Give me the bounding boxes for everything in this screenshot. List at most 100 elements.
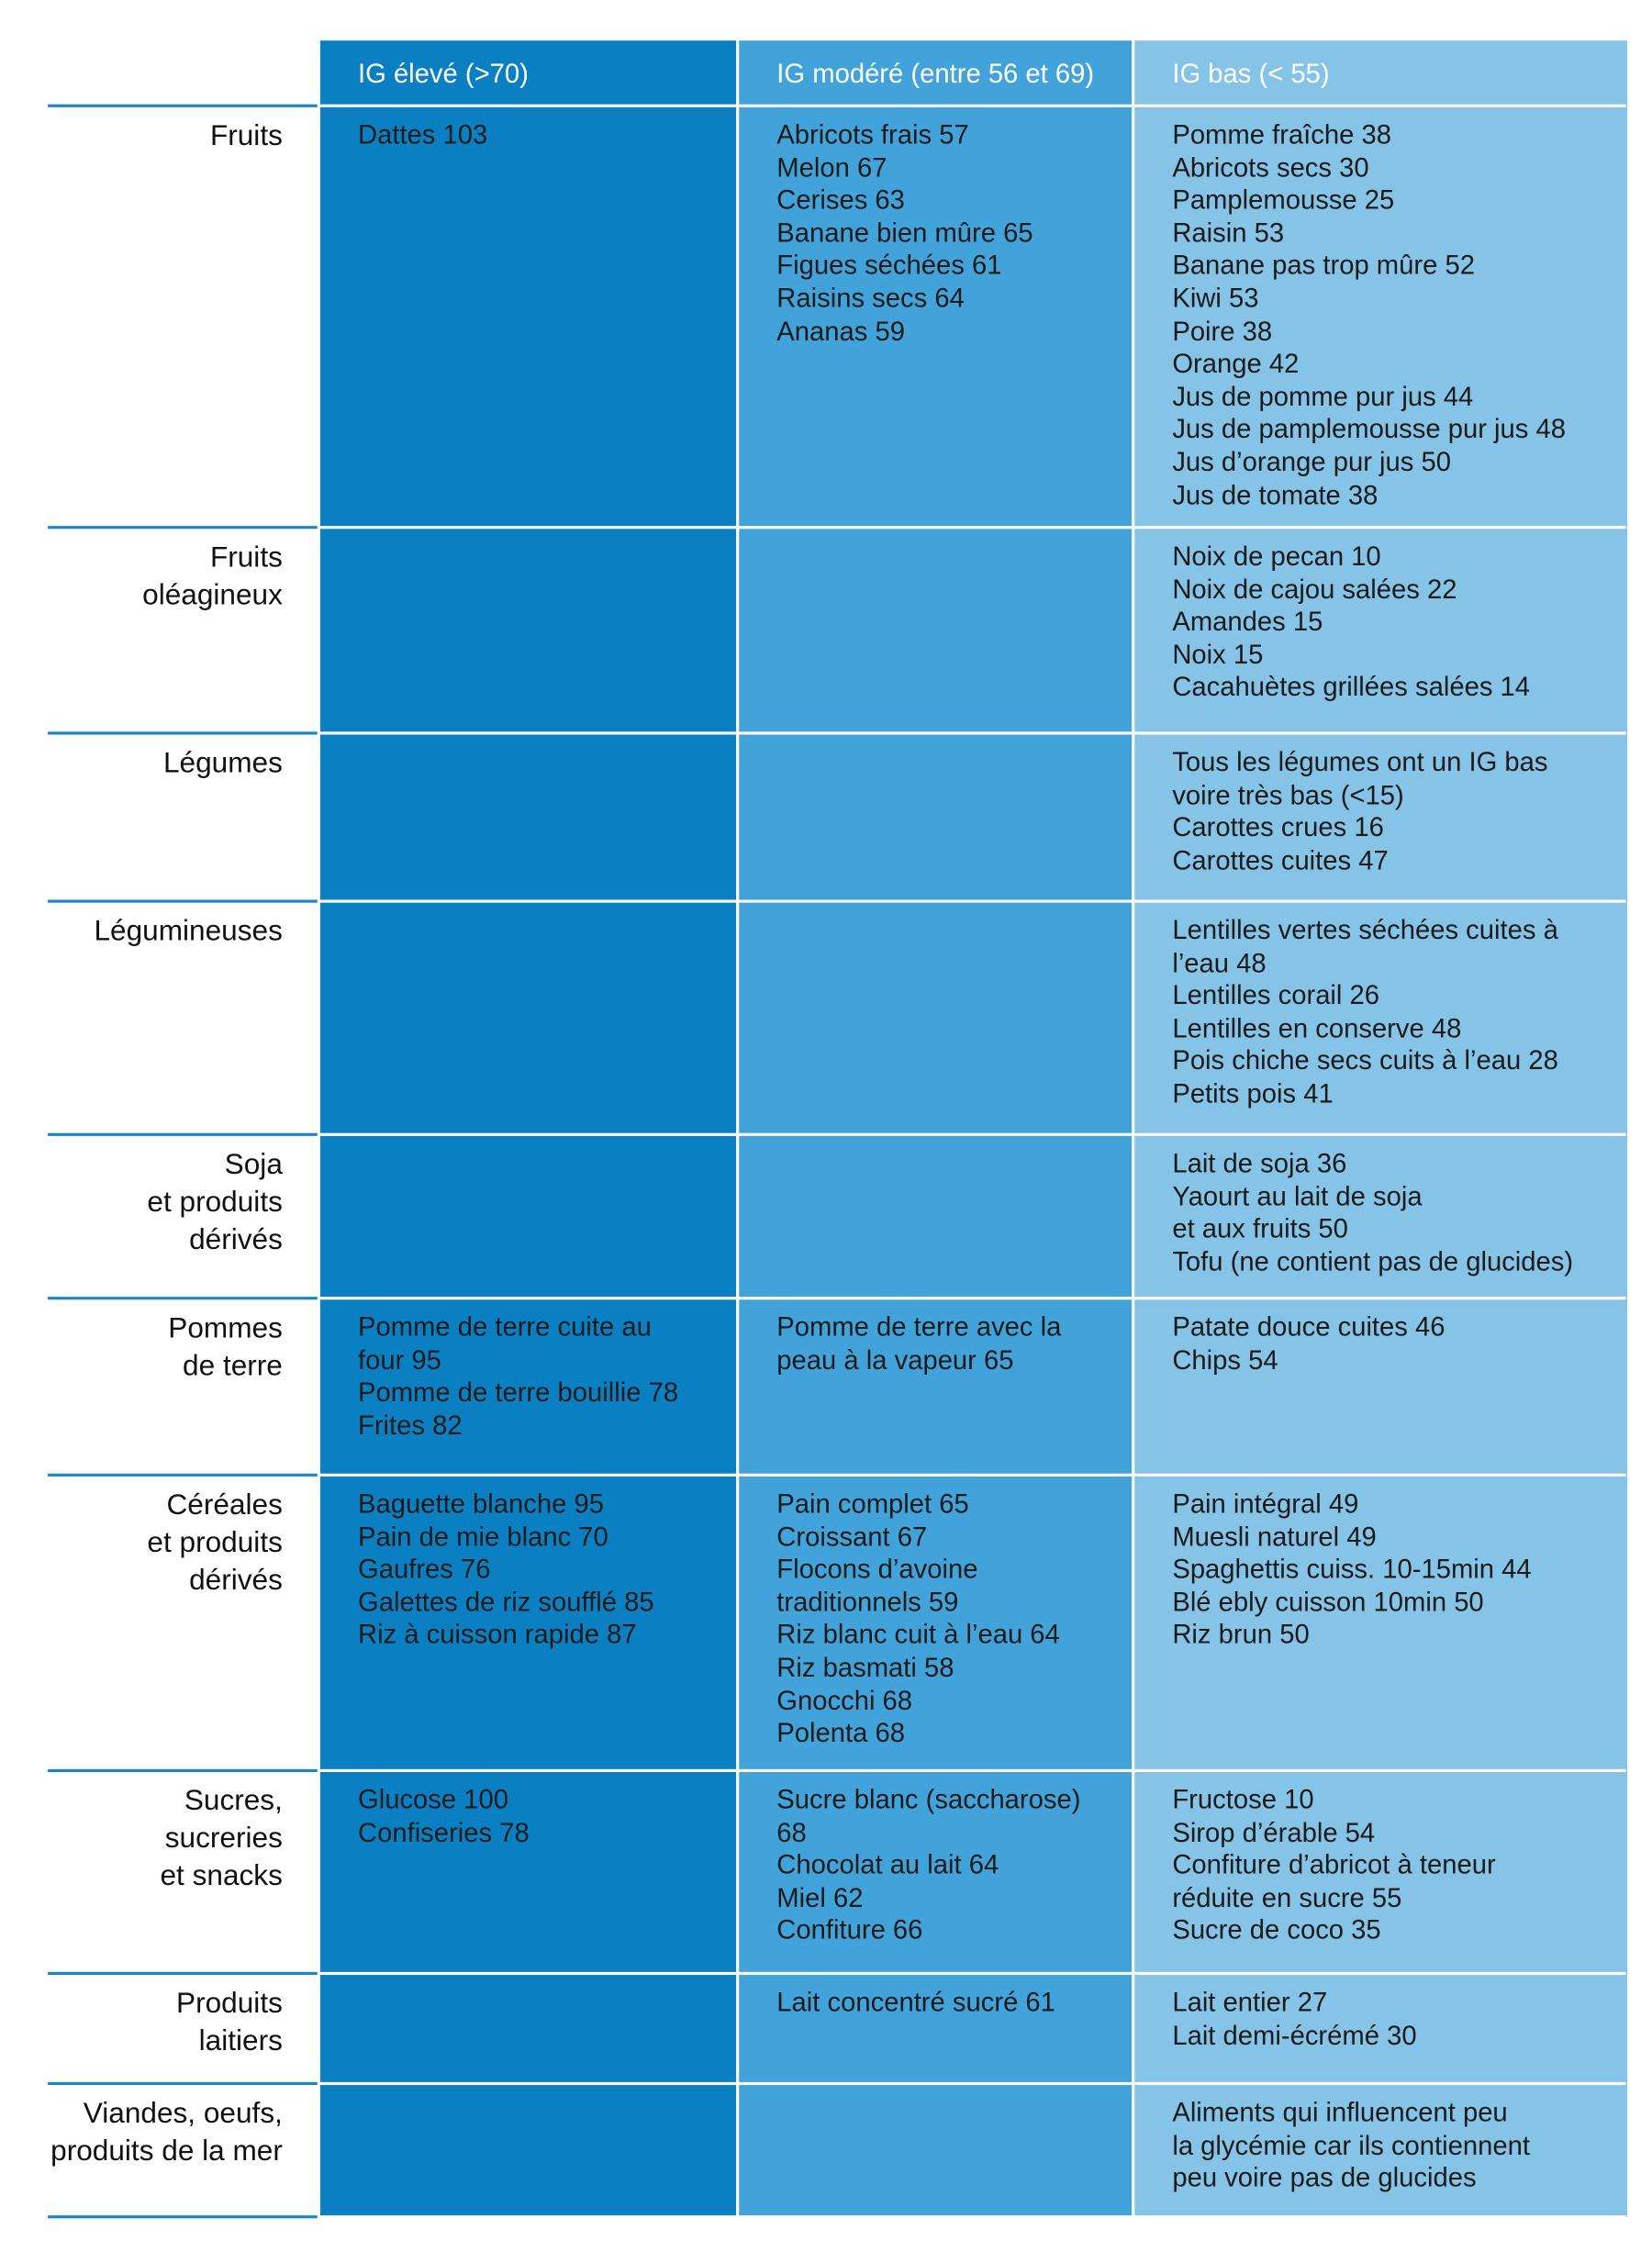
row-label: Fruits (36, 117, 283, 155)
row-separator (48, 731, 318, 735)
text-line: Chocolat au lait 64 (776, 1848, 999, 1880)
row-separator (48, 2081, 318, 2086)
text-line: Noix 15 (1172, 638, 1264, 670)
column-header: IG bas (< 55) (1172, 58, 1330, 89)
text-line: sucreries (164, 1823, 283, 1855)
row-label: Produits laitiers (36, 1985, 283, 2060)
text-line: Légumineuses (94, 915, 283, 948)
text-line: Pain complet 65 (776, 1488, 969, 1519)
row-separator (48, 1971, 318, 1976)
text-line: Riz à cuisson rapide 87 (357, 1619, 637, 1650)
text-line: réduite en sucre 55 (1172, 1881, 1402, 1912)
text-line: et produits (147, 1187, 283, 1219)
cell: Glucose 100 Confiseries 78 (358, 1784, 530, 1849)
row-separator (48, 2215, 318, 2219)
text-line: 68 (776, 1816, 807, 1847)
row-label: Céréales et produits dérivés (36, 1487, 282, 1600)
cell: Fructose 10 Sirop d’érable 54 Confiture d’… (1172, 1784, 1495, 1947)
text-line: laitiers (198, 2025, 283, 2058)
row-separator (319, 104, 1626, 107)
text-line: Banane bien mûre 65 (776, 217, 1033, 248)
text-line: Produits (176, 1988, 283, 2020)
text-line: Gaufres 76 (357, 1553, 491, 1585)
cell: Pomme de terre avec la peau à la vapeur 6… (776, 1311, 1061, 1377)
cell: Tous les légumes ont un IG bas voire très… (1172, 746, 1547, 877)
cell: Dattes 103 (358, 118, 487, 151)
row-separator (319, 899, 1626, 903)
text-line: dérivés (189, 1224, 283, 1256)
text-line: produits de la mer (50, 2135, 283, 2168)
text-line: Jus de tomate 38 (1172, 478, 1379, 510)
text-line: Raisins secs 64 (776, 282, 965, 313)
cell: Patate douce cuites 46 Chips 54 (1172, 1311, 1445, 1377)
text-line: Pain de mie blanc 70 (357, 1521, 608, 1552)
text-line: Sucres, (184, 1785, 283, 1817)
cell: Lait de soja 36 Yaourt au lait de soja et … (1172, 1147, 1573, 1278)
text-line: Riz basmati 58 (776, 1651, 954, 1683)
text-line: Confiture 66 (776, 1914, 923, 1945)
cell: Pomme fraîche 38 Abricots secs 30 Pamplemo… (1172, 118, 1566, 511)
text-line: de terre (183, 1350, 283, 1383)
row-separator (48, 1132, 318, 1136)
text-line: Lentilles en conserve 48 (1172, 1012, 1462, 1043)
text-line: Céréales (166, 1489, 283, 1522)
row-separator (319, 1132, 1626, 1136)
row-separator (48, 1473, 318, 1477)
text-line: Glucose 100 (357, 1783, 508, 1814)
text-line: Noix de pecan 10 (1172, 540, 1381, 572)
text-line: Soja (224, 1149, 283, 1181)
cell: Lait concentré sucré 61 (776, 1987, 1055, 2020)
cell: Aliments qui influencent peu la glycémie … (1172, 2097, 1530, 2195)
text-line: Frites 82 (357, 1409, 463, 1441)
text-line: Kiwi 53 (1172, 282, 1259, 313)
text-line: voire très bas (<15) (1172, 778, 1404, 809)
cell: Pain complet 65 Croissant 67 Flocons d’avo… (776, 1488, 1060, 1750)
text-line: Galettes de riz soufflé 85 (357, 1586, 654, 1617)
text-line: Tofu (ne contient pas de glucides) (1172, 1245, 1574, 1276)
text-line: Banane pas trop mûre 52 (1172, 250, 1475, 281)
cell: Lait entier 27 Lait demi-écrémé 30 (1172, 1987, 1416, 2052)
text-line: Cacahuètes grillées salées 14 (1172, 671, 1531, 702)
text-line: l’eau 48 (1172, 946, 1267, 978)
text-line: Flocons d’avoine (776, 1553, 978, 1585)
column-header: IG élevé (>70) (357, 58, 529, 89)
text-line: Sucre blanc (saccharose) (776, 1783, 1081, 1814)
text-line: Dattes 103 (357, 118, 488, 150)
text-line: Amandes 15 (1172, 606, 1323, 637)
text-line: Carottes cuites 47 (1172, 844, 1389, 875)
text-line: Confiture d’abricot à teneur (1172, 1848, 1496, 1880)
text-line: Patate douce cuites 46 (1172, 1310, 1446, 1343)
text-line: Lait entier 27 (1172, 1986, 1328, 2017)
text-line: Riz brun 50 (1172, 1619, 1310, 1650)
text-line: Baguette blanche 95 (357, 1488, 604, 1519)
text-line: Cerises 63 (776, 184, 905, 215)
text-line: Jus de pamplemousse pur jus 48 (1172, 413, 1566, 444)
text-line: Pomme de terre bouillie 78 (357, 1377, 679, 1408)
text-line: Fruits (209, 120, 283, 152)
column-background (739, 40, 1133, 2217)
text-line: Figues séchées 61 (776, 250, 1002, 281)
cell: Noix de pecan 10 Noix de cajou salées 22 A… (1172, 541, 1530, 704)
text-line: four 95 (357, 1343, 441, 1375)
text-line: Orange 42 (1172, 348, 1300, 379)
text-line: Croissant 67 (776, 1521, 928, 1552)
row-separator (319, 1473, 1626, 1477)
row-label: Sucres, sucreries et snacks (36, 1782, 282, 1895)
text-line: Gnocchi 68 (776, 1684, 913, 1715)
text-line: Pommes (168, 1312, 283, 1345)
text-line: Petits pois 41 (1172, 1077, 1334, 1109)
text-line: Ananas 59 (776, 315, 905, 346)
row-separator (319, 2081, 1626, 2086)
column-background (319, 40, 737, 2217)
text-line: Aliments qui influencent peu (1172, 2096, 1508, 2127)
text-line: et produits (147, 1527, 283, 1559)
row-label: Légumineuses (36, 913, 282, 951)
row-separator (319, 731, 1626, 735)
text-line: Fruits (209, 541, 283, 574)
cell: Pain intégral 49 Muesli naturel 49 Spaghet… (1172, 1488, 1531, 1652)
text-line: Pamplemousse 25 (1172, 184, 1395, 215)
text-line: Lait concentré sucré 61 (776, 1986, 1055, 2017)
text-line: Lait demi-écrémé 30 (1172, 2019, 1417, 2050)
column-background (1134, 40, 1628, 2217)
cell: Abricots frais 57 Melon 67 Cerises 63 Banan… (776, 118, 1032, 348)
